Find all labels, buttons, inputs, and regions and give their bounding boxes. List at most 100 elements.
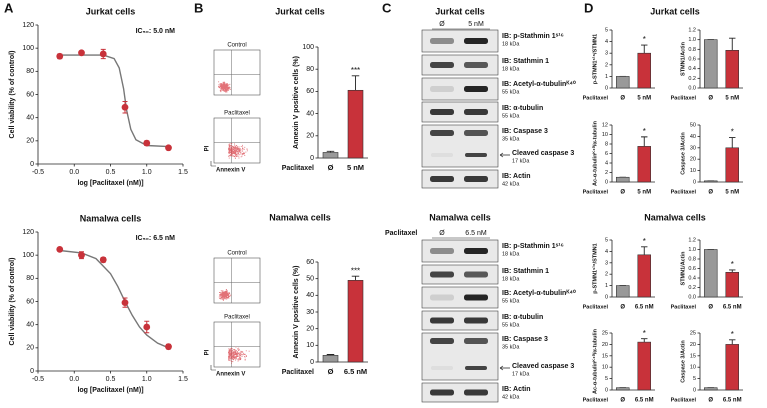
- data-point: [56, 52, 64, 60]
- blot-band: [464, 109, 488, 115]
- y-tick-label: 0: [310, 155, 314, 162]
- x-tick-label: 6.5 nM: [635, 398, 654, 404]
- data-point: [99, 256, 107, 264]
- panel-letter: B: [194, 0, 203, 15]
- y-tick-label: 5: [605, 376, 608, 382]
- significance: *: [731, 128, 734, 137]
- data-point: [78, 49, 85, 57]
- blot-label: IB: α-tubulin: [502, 314, 543, 321]
- blot-strip: [421, 77, 499, 101]
- y-tick-label: 8: [605, 141, 608, 147]
- blot-band: [430, 62, 454, 68]
- x-tick-label: Ø: [328, 367, 334, 376]
- y-axis-label: Ac-α-tubulinᴷ⁴⁰/α-tubulin: [591, 328, 598, 394]
- bar: [615, 76, 630, 89]
- y-tick-label: 100: [302, 44, 314, 51]
- y-tick-label: 20: [26, 138, 34, 145]
- data-point: [121, 103, 129, 111]
- significance: *: [731, 260, 734, 269]
- y-tick-label: 10: [602, 365, 608, 371]
- blot-band: [430, 338, 454, 344]
- y-tick-label: 3: [605, 260, 608, 266]
- y-axis-label: Cell viability (% of control): [9, 51, 16, 139]
- row-label: Paclitaxel: [671, 189, 697, 195]
- blot-strip: [421, 101, 499, 123]
- bar: [703, 387, 718, 391]
- y-tick-label: 40: [26, 115, 34, 122]
- blot-strip: [421, 169, 499, 189]
- x-tick-label: 0.0: [69, 169, 79, 176]
- y-tick-label: 25: [602, 330, 608, 336]
- blot-band: [464, 130, 488, 136]
- x-tick-label: 6.5 nM: [344, 367, 367, 376]
- row-label: Paclitaxel: [282, 369, 314, 376]
- row-label: Paclitaxel: [583, 397, 609, 403]
- data-point: [78, 251, 85, 259]
- flow-x-label: Annexin V: [216, 168, 245, 174]
- x-tick-label: 5 nM: [637, 96, 651, 102]
- bar: [347, 280, 364, 363]
- y-tick-label: 1.2: [688, 27, 696, 33]
- blot-label: IB: Actin: [502, 173, 531, 180]
- y-tick-label: 50: [690, 122, 696, 128]
- arrow: [499, 152, 510, 158]
- x-tick-label: -0.5: [32, 169, 44, 176]
- blot-band: [464, 62, 488, 68]
- blot-size: 18 kDa: [502, 276, 520, 282]
- x-axis-label: log [Paclitaxel (nM)]: [77, 387, 143, 394]
- y-tick-label: 0: [605, 387, 608, 393]
- panel-letter: D: [584, 0, 593, 15]
- blot-band: [430, 294, 454, 301]
- fit-curve: [59, 249, 169, 349]
- bar: [725, 271, 739, 298]
- flow-events: [218, 81, 231, 93]
- y-tick-label: 3: [605, 51, 608, 57]
- y-tick-label: 2: [605, 272, 608, 278]
- x-tick-label: 6.5 nM: [723, 398, 742, 404]
- y-axis-label: Annexin V positive cells (%): [293, 266, 300, 359]
- y-tick-label: 40: [306, 292, 314, 299]
- y-tick-label: 15: [690, 353, 696, 359]
- significance: ***: [351, 266, 360, 275]
- x-tick-label: 5 nM: [637, 190, 651, 196]
- y-tick-label: 0.8: [688, 256, 696, 262]
- panel-letter: C: [382, 0, 392, 15]
- flow-y-label: PI: [205, 349, 211, 355]
- blot-size: 35 kDa: [502, 136, 520, 142]
- blot-size: 18 kDa: [502, 251, 520, 257]
- blot-label: IB: p-Stathmin 1ˢ¹⁶: [502, 33, 564, 40]
- bar: [637, 341, 651, 391]
- bar: [615, 285, 630, 298]
- y-tick-label: 1.2: [688, 237, 696, 243]
- data-point: [165, 144, 172, 152]
- x-tick-label: -0.5: [32, 376, 44, 383]
- bar: [322, 355, 339, 363]
- y-tick-label: 5: [605, 27, 608, 33]
- y-tick-label: 10: [690, 168, 696, 174]
- bar: [725, 344, 739, 391]
- flow-events: [218, 289, 232, 301]
- blot-band: [430, 38, 454, 44]
- blot-band: [464, 338, 488, 344]
- gate-label: Control: [227, 251, 246, 257]
- flow-events: [228, 346, 250, 364]
- y-tick-label: 10: [306, 342, 314, 349]
- x-axis-label: log [Paclitaxel (nM)]: [77, 180, 143, 187]
- y-tick-label: 1.0: [688, 247, 696, 253]
- blot-size: 55 kDa: [502, 298, 520, 304]
- error-bar: [729, 137, 736, 148]
- y-tick-label: 5: [605, 237, 608, 243]
- quadrant-lines: [214, 322, 260, 367]
- x-tick-label: 5 nM: [725, 190, 739, 196]
- y-tick-label: 0.6: [688, 266, 696, 272]
- blot-size: 55 kDa: [502, 113, 520, 119]
- blot-band: [430, 109, 454, 115]
- x-tick-label: Ø: [708, 398, 713, 404]
- chart-title: Jurkat cells: [86, 6, 136, 16]
- blot-size: 55 kDa: [502, 89, 520, 95]
- y-tick-label: 0.6: [688, 56, 696, 62]
- y-tick-label: 0.2: [688, 285, 696, 291]
- arrow: [499, 365, 510, 371]
- blot-strip: [421, 310, 499, 331]
- blot-strip: [421, 382, 499, 403]
